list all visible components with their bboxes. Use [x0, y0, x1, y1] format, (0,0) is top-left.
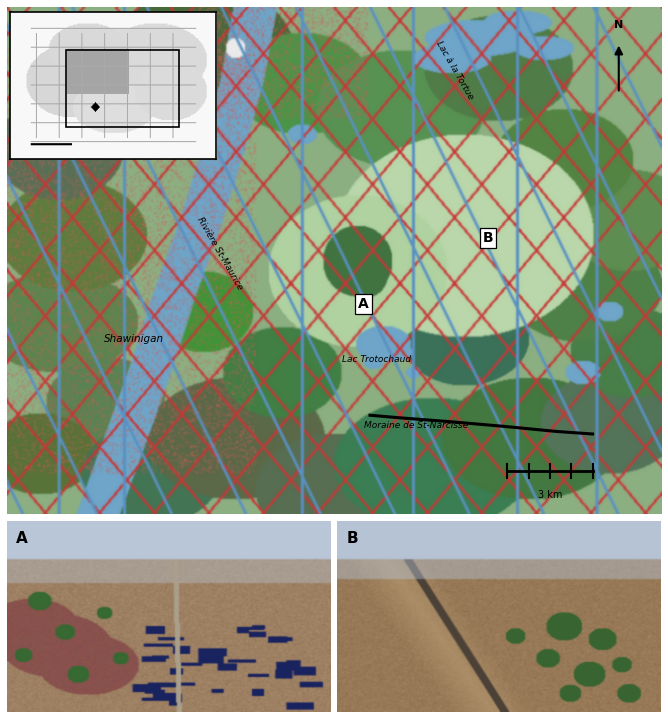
- Text: Rivière St-Maurice: Rivière St-Maurice: [195, 215, 244, 291]
- Text: A: A: [358, 297, 369, 311]
- Text: 3 km: 3 km: [538, 490, 562, 500]
- Text: Moraine de St-Narcisse: Moraine de St-Narcisse: [363, 421, 468, 430]
- Text: Shawinigan: Shawinigan: [104, 334, 164, 344]
- Text: B: B: [347, 531, 359, 546]
- Text: N: N: [614, 20, 623, 30]
- Text: A: A: [17, 531, 28, 546]
- Text: Lac à la Tortue: Lac à la Tortue: [435, 40, 476, 101]
- Text: B: B: [482, 231, 493, 245]
- Text: Lac Trotochaud: Lac Trotochaud: [342, 355, 411, 364]
